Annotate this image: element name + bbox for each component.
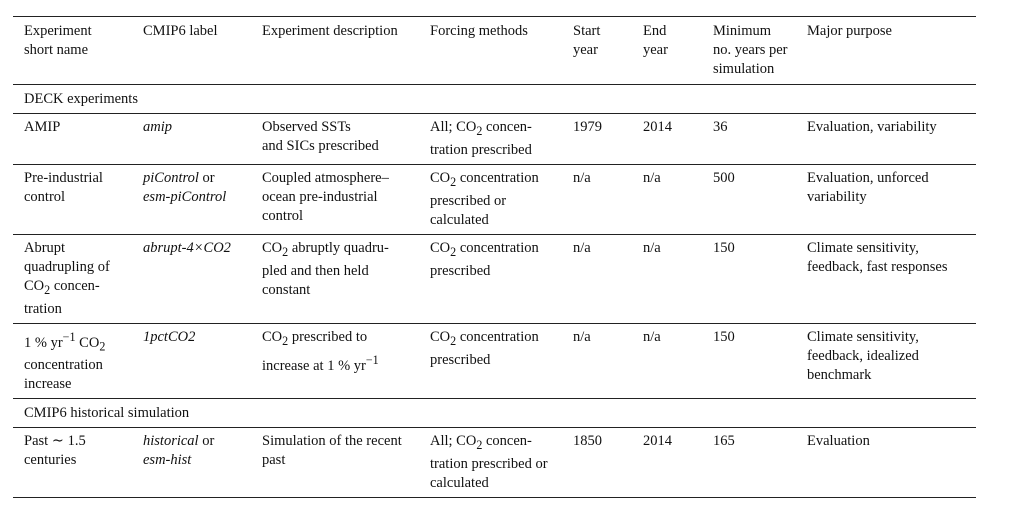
cell-purpose: Climate sensitivity, feedback, fast resp… <box>807 239 948 275</box>
header-start-year: Start year <box>573 23 601 58</box>
forcing-text: concen-tration prescribed <box>430 119 532 158</box>
cell-end-year: n/a <box>643 169 661 186</box>
cell-cmip6-label: amip <box>143 119 172 135</box>
name-text: concen-tration <box>24 277 100 317</box>
cell-cmip6-label: piControl or esm-piControl <box>132 164 251 234</box>
subscript: 2 <box>476 438 483 453</box>
header-description: Experiment description <box>262 23 398 39</box>
cell-forcing: CO2 concentration prescribed <box>419 234 562 323</box>
subscript: 2 <box>450 174 457 189</box>
cell-forcing: CO2 concentration prescribed or calculat… <box>419 164 562 234</box>
forcing-text: CO <box>430 169 451 186</box>
header-purpose: Major purpose <box>807 23 892 39</box>
cell-min-years: 500 <box>713 169 735 186</box>
cell-cmip6-label: 1pctCO2 <box>143 328 196 345</box>
forcing-text: All; CO <box>430 119 477 135</box>
cell-short-name: AMIP <box>24 119 61 135</box>
table-row-amip: AMIP amip Observed SSTs and SICs prescrib… <box>13 114 976 165</box>
description-text: CO <box>262 239 283 256</box>
description-text: prescribed to increase at 1 % yr <box>262 328 368 374</box>
header-row: Experiment short name CMIP6 label Experi… <box>13 16 976 85</box>
cell-purpose: Climate sensitivity, feedback, idealized… <box>807 328 919 383</box>
table-row-1pctco2: 1 % yr−1 CO2 concentration increase 1pct… <box>13 323 976 399</box>
experiments-table: Experiment short name CMIP6 label Experi… <box>13 16 976 498</box>
cell-forcing: All; CO2 concen-tration prescribed <box>419 114 562 165</box>
subscript: 2 <box>44 282 51 297</box>
label-text: historical <box>143 433 199 450</box>
cell-start-year: n/a <box>573 328 591 345</box>
cell-forcing: CO2 concentration prescribed <box>419 323 562 399</box>
label-join: or <box>198 433 215 450</box>
section-title: DECK experiments <box>24 91 138 107</box>
cell-start-year: n/a <box>573 169 591 186</box>
table-row-picontrol: Pre-industrial control piControl or esm-p… <box>13 164 976 235</box>
description-text: abruptly quadru-pled and then held const… <box>262 239 389 298</box>
cell-cmip6-label: abrupt-4×CO2 <box>143 239 231 256</box>
cell-start-year: n/a <box>573 239 591 256</box>
description-line: Observed SSTs <box>262 119 351 135</box>
header-forcing: Forcing methods <box>430 23 528 39</box>
cell-short-name: Abrupt quadrupling of CO2 concen-tration <box>13 234 132 323</box>
label-text: esm-piControl <box>143 188 227 205</box>
name-text: CO <box>75 334 100 351</box>
cell-min-years: 36 <box>713 119 728 135</box>
cell-end-year: n/a <box>643 328 661 345</box>
cell-min-years: 150 <box>713 239 735 256</box>
cell-description: Coupled atmosphere–ocean pre-industrial … <box>262 169 389 224</box>
cell-short-name: Pre-industrial control <box>24 169 103 205</box>
cell-end-year: n/a <box>643 239 661 256</box>
forcing-text: concentration prescribed <box>430 239 539 279</box>
cell-min-years: 165 <box>713 433 735 450</box>
subscript: 2 <box>450 333 457 348</box>
name-text: concentration increase <box>24 357 103 393</box>
forcing-text: concentration prescribed or calculated <box>430 169 539 228</box>
forcing-text: concentration prescribed <box>430 328 539 368</box>
cell-short-name: Past ∼ 1.5 centuries <box>24 433 86 469</box>
cell-forcing: All; CO2 concen-tration prescribed or ca… <box>419 428 562 498</box>
name-text: Abrupt quadrupling of CO <box>24 239 110 294</box>
header-cmip6-label: CMIP6 label <box>143 23 218 39</box>
cell-end-year: 2014 <box>643 433 672 450</box>
header-short-name: Experiment short name <box>24 23 92 58</box>
forcing-text: CO <box>430 328 451 345</box>
header-min-years: Minimum no. years per simulation <box>713 23 788 77</box>
subscript: 2 <box>282 333 289 348</box>
cell-purpose: Evaluation, variability <box>807 119 937 135</box>
cell-description: CO2 abruptly quadru-pled and then held c… <box>251 234 419 323</box>
label-text: esm-hist <box>143 452 192 469</box>
label-text: piControl <box>143 169 199 186</box>
description-line: and SICs prescribed <box>262 138 379 154</box>
subscript: 2 <box>282 244 289 259</box>
name-text: 1 % yr <box>24 334 63 351</box>
subscript: 2 <box>99 339 106 354</box>
description-text: CO <box>262 328 283 345</box>
forcing-text: CO <box>430 239 451 256</box>
cell-purpose: Evaluation <box>807 433 870 450</box>
superscript: −1 <box>62 329 76 344</box>
table-row-historical: Past ∼ 1.5 centuries historical or esm-hi… <box>13 428 976 498</box>
cell-description: CO2 prescribed to increase at 1 % yr−1 <box>251 323 419 399</box>
section-row-deck: DECK experiments <box>13 85 976 114</box>
cell-short-name: 1 % yr−1 CO2 concentration increase <box>13 323 132 399</box>
cell-end-year: 2014 <box>643 119 672 135</box>
cell-description: Observed SSTs and SICs prescribed <box>251 114 419 165</box>
cell-cmip6-label: historical or esm-hist <box>132 428 251 498</box>
label-join: or <box>198 169 215 186</box>
section-title: CMIP6 historical simulation <box>24 405 190 422</box>
forcing-text: All; CO <box>430 433 477 450</box>
table-row-abrupt: Abrupt quadrupling of CO2 concen-tration… <box>13 234 976 324</box>
subscript: 2 <box>450 244 457 259</box>
cell-start-year: 1979 <box>573 119 602 135</box>
section-row-historical: CMIP6 historical simulation <box>13 399 976 428</box>
header-end-year: End year <box>643 23 668 58</box>
cell-min-years: 150 <box>713 328 735 345</box>
cell-purpose: Evaluation, unforced variability <box>807 169 929 205</box>
cell-start-year: 1850 <box>573 433 602 450</box>
forcing-text: concen-tration prescribed or calculated <box>430 433 548 492</box>
cell-description: Simulation of the recent past <box>262 433 402 469</box>
superscript: −1 <box>365 352 379 367</box>
subscript: 2 <box>476 123 483 138</box>
